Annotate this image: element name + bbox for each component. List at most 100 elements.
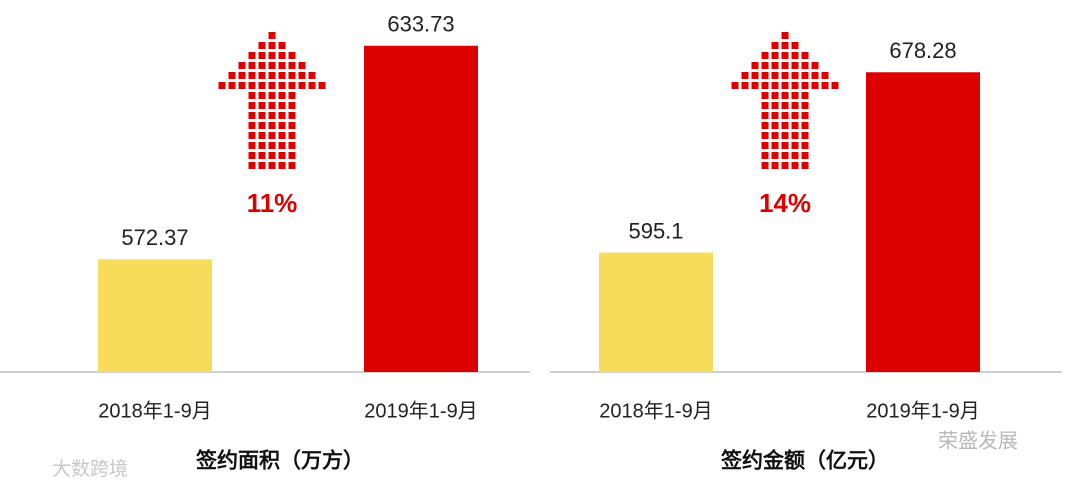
arrow-dot xyxy=(268,62,276,69)
arrow-dot xyxy=(801,82,809,89)
bar xyxy=(364,45,478,373)
arrow-dot xyxy=(278,102,286,109)
arrow-dot xyxy=(258,122,266,129)
arrow-dot xyxy=(791,102,799,109)
arrow-dot xyxy=(268,82,276,89)
arrow-dot xyxy=(278,72,286,79)
arrow-dot xyxy=(751,82,759,89)
arrow-dot xyxy=(771,42,779,49)
arrow-dot xyxy=(771,92,779,99)
arrow-dot xyxy=(741,82,749,89)
arrow-dot xyxy=(791,52,799,59)
arrow-dot xyxy=(791,42,799,49)
arrow-dot xyxy=(258,142,266,149)
arrow-dot xyxy=(761,72,769,79)
arrow-dot xyxy=(248,62,256,69)
arrow-dot xyxy=(268,42,276,49)
arrow-dot xyxy=(248,52,256,59)
arrow-dot xyxy=(318,82,326,89)
arrow-dot xyxy=(278,162,286,169)
arrow-dot xyxy=(288,72,296,79)
arrow-dot xyxy=(801,92,809,99)
arrow-dot xyxy=(781,72,789,79)
arrow-dot xyxy=(288,162,296,169)
arrow-dot xyxy=(218,82,226,89)
arrow-dot xyxy=(248,142,256,149)
arrow-dot xyxy=(761,62,769,69)
arrow-dot xyxy=(268,52,276,59)
arrow-dot xyxy=(288,122,296,129)
arrow-dot xyxy=(298,82,306,89)
arrow-dot xyxy=(278,122,286,129)
arrow-dot xyxy=(288,82,296,89)
arrow-dot xyxy=(821,82,829,89)
arrow-dot xyxy=(731,82,739,89)
arrow-dot xyxy=(238,62,246,69)
arrow-dot xyxy=(761,112,769,119)
arrow-dot xyxy=(288,52,296,59)
arrow-dot xyxy=(781,162,789,169)
arrow-dot xyxy=(308,82,316,89)
arrow-dot xyxy=(258,92,266,99)
arrow-dot xyxy=(761,82,769,89)
arrow-dot xyxy=(248,132,256,139)
arrow-dot xyxy=(278,132,286,139)
arrow-dot xyxy=(268,32,276,39)
arrow-dot xyxy=(268,152,276,159)
arrow-dot xyxy=(268,92,276,99)
arrow-dot xyxy=(791,162,799,169)
bar xyxy=(599,252,713,372)
arrow-dot xyxy=(771,162,779,169)
arrow-dot xyxy=(238,82,246,89)
arrow-dot xyxy=(791,82,799,89)
arrow-dot xyxy=(781,52,789,59)
arrow-dot xyxy=(288,152,296,159)
arrow-dot xyxy=(288,142,296,149)
arrow-dot xyxy=(278,92,286,99)
arrow-dot xyxy=(781,102,789,109)
arrow-dot xyxy=(248,162,256,169)
arrow-dot xyxy=(771,52,779,59)
arrow-dot xyxy=(801,62,809,69)
arrow-dot xyxy=(801,162,809,169)
x-axis-label: 签约面积（万方） xyxy=(195,449,364,473)
arrow-dot xyxy=(801,72,809,79)
arrow-dot xyxy=(278,62,286,69)
arrow-dot xyxy=(278,112,286,119)
arrow-dot xyxy=(268,142,276,149)
arrow-dot xyxy=(298,72,306,79)
arrow-dot xyxy=(268,122,276,129)
arrow-dot xyxy=(781,112,789,119)
arrow-dot xyxy=(268,102,276,109)
arrow-dot xyxy=(308,72,316,79)
arrow-dot xyxy=(791,122,799,129)
arrow-dot xyxy=(268,72,276,79)
arrow-dot xyxy=(791,92,799,99)
arrow-dot xyxy=(278,142,286,149)
arrow-dot xyxy=(791,112,799,119)
arrow-dot xyxy=(288,102,296,109)
arrow-dot xyxy=(761,162,769,169)
arrow-dot xyxy=(258,52,266,59)
arrow-dot xyxy=(781,42,789,49)
annotation: 11% xyxy=(247,188,298,218)
arrow-dot xyxy=(771,62,779,69)
arrow-dot xyxy=(258,152,266,159)
watermark: 荣盛发展 xyxy=(938,429,1018,452)
arrow-dot xyxy=(791,72,799,79)
arrow-dot xyxy=(801,122,809,129)
annotation: 14% xyxy=(759,188,811,218)
arrow-dot xyxy=(741,72,749,79)
arrow-dot xyxy=(801,112,809,119)
arrow-dot xyxy=(811,62,819,69)
arrow-dot xyxy=(238,72,246,79)
watermark: 大数跨境 xyxy=(52,458,128,480)
arrow-dot xyxy=(298,62,306,69)
arrow-dot xyxy=(781,152,789,159)
arrow-dot xyxy=(801,132,809,139)
arrow-dot xyxy=(801,142,809,149)
arrow-dot xyxy=(761,152,769,159)
arrow-dot xyxy=(248,92,256,99)
bar xyxy=(98,259,212,372)
